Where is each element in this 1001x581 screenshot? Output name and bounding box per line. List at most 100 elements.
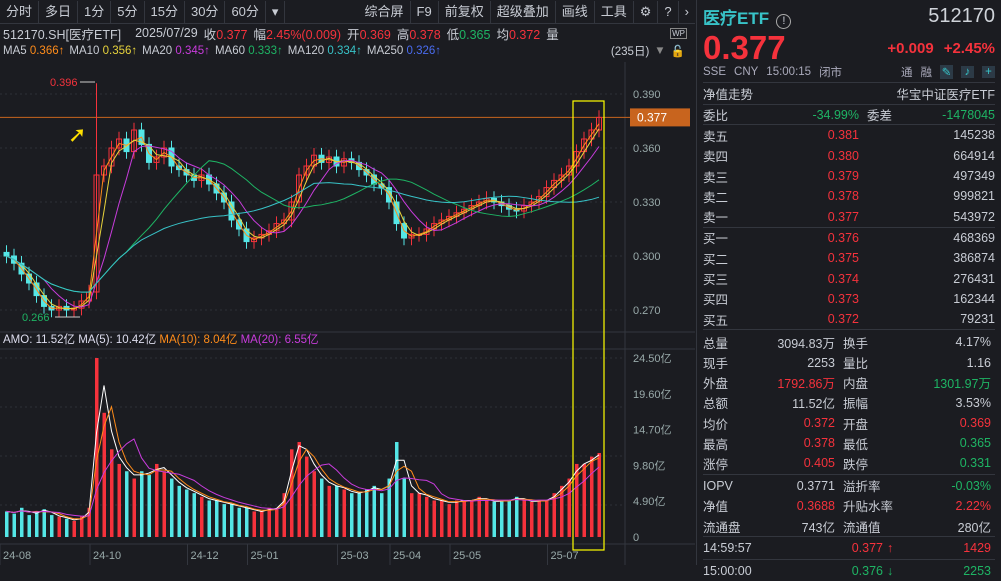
volume-bar: [50, 515, 54, 537]
stat-value: 0.405: [803, 456, 835, 471]
min-price-label: 0.266: [22, 312, 50, 324]
volume-bar: [372, 485, 376, 537]
date-label: 24-08: [3, 550, 31, 562]
days-count[interactable]: (235日): [610, 46, 650, 58]
candle: [543, 187, 550, 198]
volume-bar: [410, 493, 414, 537]
volume-bar: [230, 504, 234, 537]
volume-bar: [447, 504, 451, 537]
stat-label: 净值: [703, 500, 729, 515]
info-icon[interactable]: !: [776, 13, 792, 29]
stat-row: 总额 11.52亿 振幅 3.53%: [703, 393, 995, 413]
order-price[interactable]: 0.378: [827, 189, 859, 204]
volume-bar: [245, 507, 249, 537]
ma-item: MA20 0.345↑: [142, 45, 210, 57]
toolbar-button[interactable]: 超级叠加: [491, 0, 556, 23]
volume-bar: [87, 507, 91, 537]
order-price[interactable]: 0.375: [827, 251, 859, 266]
pen-icon[interactable]: ✎: [940, 65, 953, 79]
stat-row: 总量 3094.83万 换手 4.17%: [703, 332, 995, 352]
stat-label: 流通盘: [703, 520, 741, 535]
stat-value: -0.03%: [951, 478, 991, 493]
volume-bar: [102, 412, 106, 537]
date: 2025/07/29: [135, 26, 198, 40]
more-periods-dropdown[interactable]: ▾: [266, 0, 286, 23]
volume-bar: [222, 504, 226, 537]
stat-label: 现手: [703, 357, 729, 372]
order-price[interactable]: 0.381: [827, 128, 859, 143]
volume-bar: [132, 478, 136, 537]
volume-bar: [500, 500, 504, 537]
close-value: 0.377: [216, 27, 248, 42]
toolbar-button[interactable]: 综合屏: [359, 0, 411, 23]
order-price[interactable]: 0.374: [827, 271, 859, 286]
wp-icon[interactable]: WP: [670, 27, 687, 39]
volume-bar: [215, 500, 219, 537]
arrow-annotation-icon: ➚: [68, 122, 86, 147]
high-label: 高: [396, 27, 410, 42]
lock-icon[interactable]: 🔓: [670, 46, 685, 58]
toolbar-button[interactable]: 前复权: [439, 0, 491, 23]
date-label: 25-05: [453, 550, 481, 562]
period-tab[interactable]: 5分: [111, 0, 145, 23]
toolbar-button[interactable]: 画线: [556, 0, 595, 23]
date-label: 24-12: [191, 550, 219, 562]
volume-bar: [575, 463, 579, 537]
order-price[interactable]: 0.372: [827, 312, 859, 327]
toolbar-button[interactable]: 工具: [595, 0, 634, 23]
bell-icon[interactable]: ♪: [961, 66, 974, 78]
kline-chart[interactable]: 0.390 0.360 0.330 0.300 0.270 24.50亿 19.60亿 14.…: [0, 62, 695, 565]
volume-bar: [425, 496, 429, 537]
order-level: 买三: [703, 273, 729, 288]
volume-bar: [432, 500, 436, 537]
stat-value: 743亿: [801, 520, 835, 535]
collapse-icon[interactable]: ▼: [654, 45, 666, 57]
volume-bar: [335, 485, 339, 537]
period-tab[interactable]: 1分: [78, 0, 112, 23]
order-price[interactable]: 0.380: [827, 148, 859, 163]
order-price[interactable]: 0.377: [827, 209, 859, 224]
volume-bar: [252, 511, 256, 537]
volume-bar: [80, 516, 84, 537]
candle: [101, 165, 107, 176]
volume-bar: [95, 358, 99, 537]
order-row: 卖五 0.381 145238: [703, 125, 995, 145]
avg-label: 均: [496, 27, 509, 42]
help-icon[interactable]: ?: [658, 0, 679, 23]
quote-time: 15:00:15: [766, 66, 812, 78]
ma-label: MA5: [3, 45, 30, 57]
period-tab[interactable]: 15分: [145, 0, 185, 23]
period-tab[interactable]: 60分: [225, 0, 266, 23]
stat-value: 0.369: [959, 416, 991, 431]
order-price[interactable]: 0.373: [827, 291, 859, 306]
order-volume: 386874: [953, 251, 995, 266]
order-row: 买三 0.374 276431: [703, 268, 995, 288]
period-tab[interactable]: 30分: [185, 0, 226, 23]
candle: [3, 251, 10, 257]
volume-bar: [582, 463, 586, 537]
stat-value: 0.372: [803, 416, 835, 431]
nav-trend-link[interactable]: 净值走势: [703, 88, 754, 102]
chevron-right-icon[interactable]: ›: [684, 3, 689, 19]
order-price[interactable]: 0.376: [827, 230, 859, 245]
order-row: 买二 0.375 386874: [703, 248, 995, 268]
wb-value: -34.99%: [812, 107, 859, 122]
gear-icon[interactable]: ⚙: [634, 0, 659, 23]
add-icon[interactable]: +: [982, 66, 995, 78]
open-value: 0.369: [359, 27, 391, 42]
volume-ma-line: [6, 438, 600, 517]
candle: [408, 233, 415, 239]
toolbar-button[interactable]: F9: [411, 0, 439, 23]
volume-bar: [485, 500, 489, 537]
volume-bar: [537, 500, 541, 537]
volume-bar: [162, 471, 166, 537]
ma-value: 0.333↑: [248, 45, 283, 57]
volume-bar: [147, 474, 151, 537]
period-tab[interactable]: 分时: [0, 0, 40, 23]
stat-row: 最高 0.378 最低 0.365: [703, 433, 995, 453]
order-volume: 497349: [953, 169, 995, 184]
order-price[interactable]: 0.379: [827, 169, 859, 184]
period-tab[interactable]: 多日: [39, 0, 79, 23]
stat-row: 现手 2253 量比 1.16: [703, 352, 995, 372]
volume-bar: [155, 463, 159, 537]
